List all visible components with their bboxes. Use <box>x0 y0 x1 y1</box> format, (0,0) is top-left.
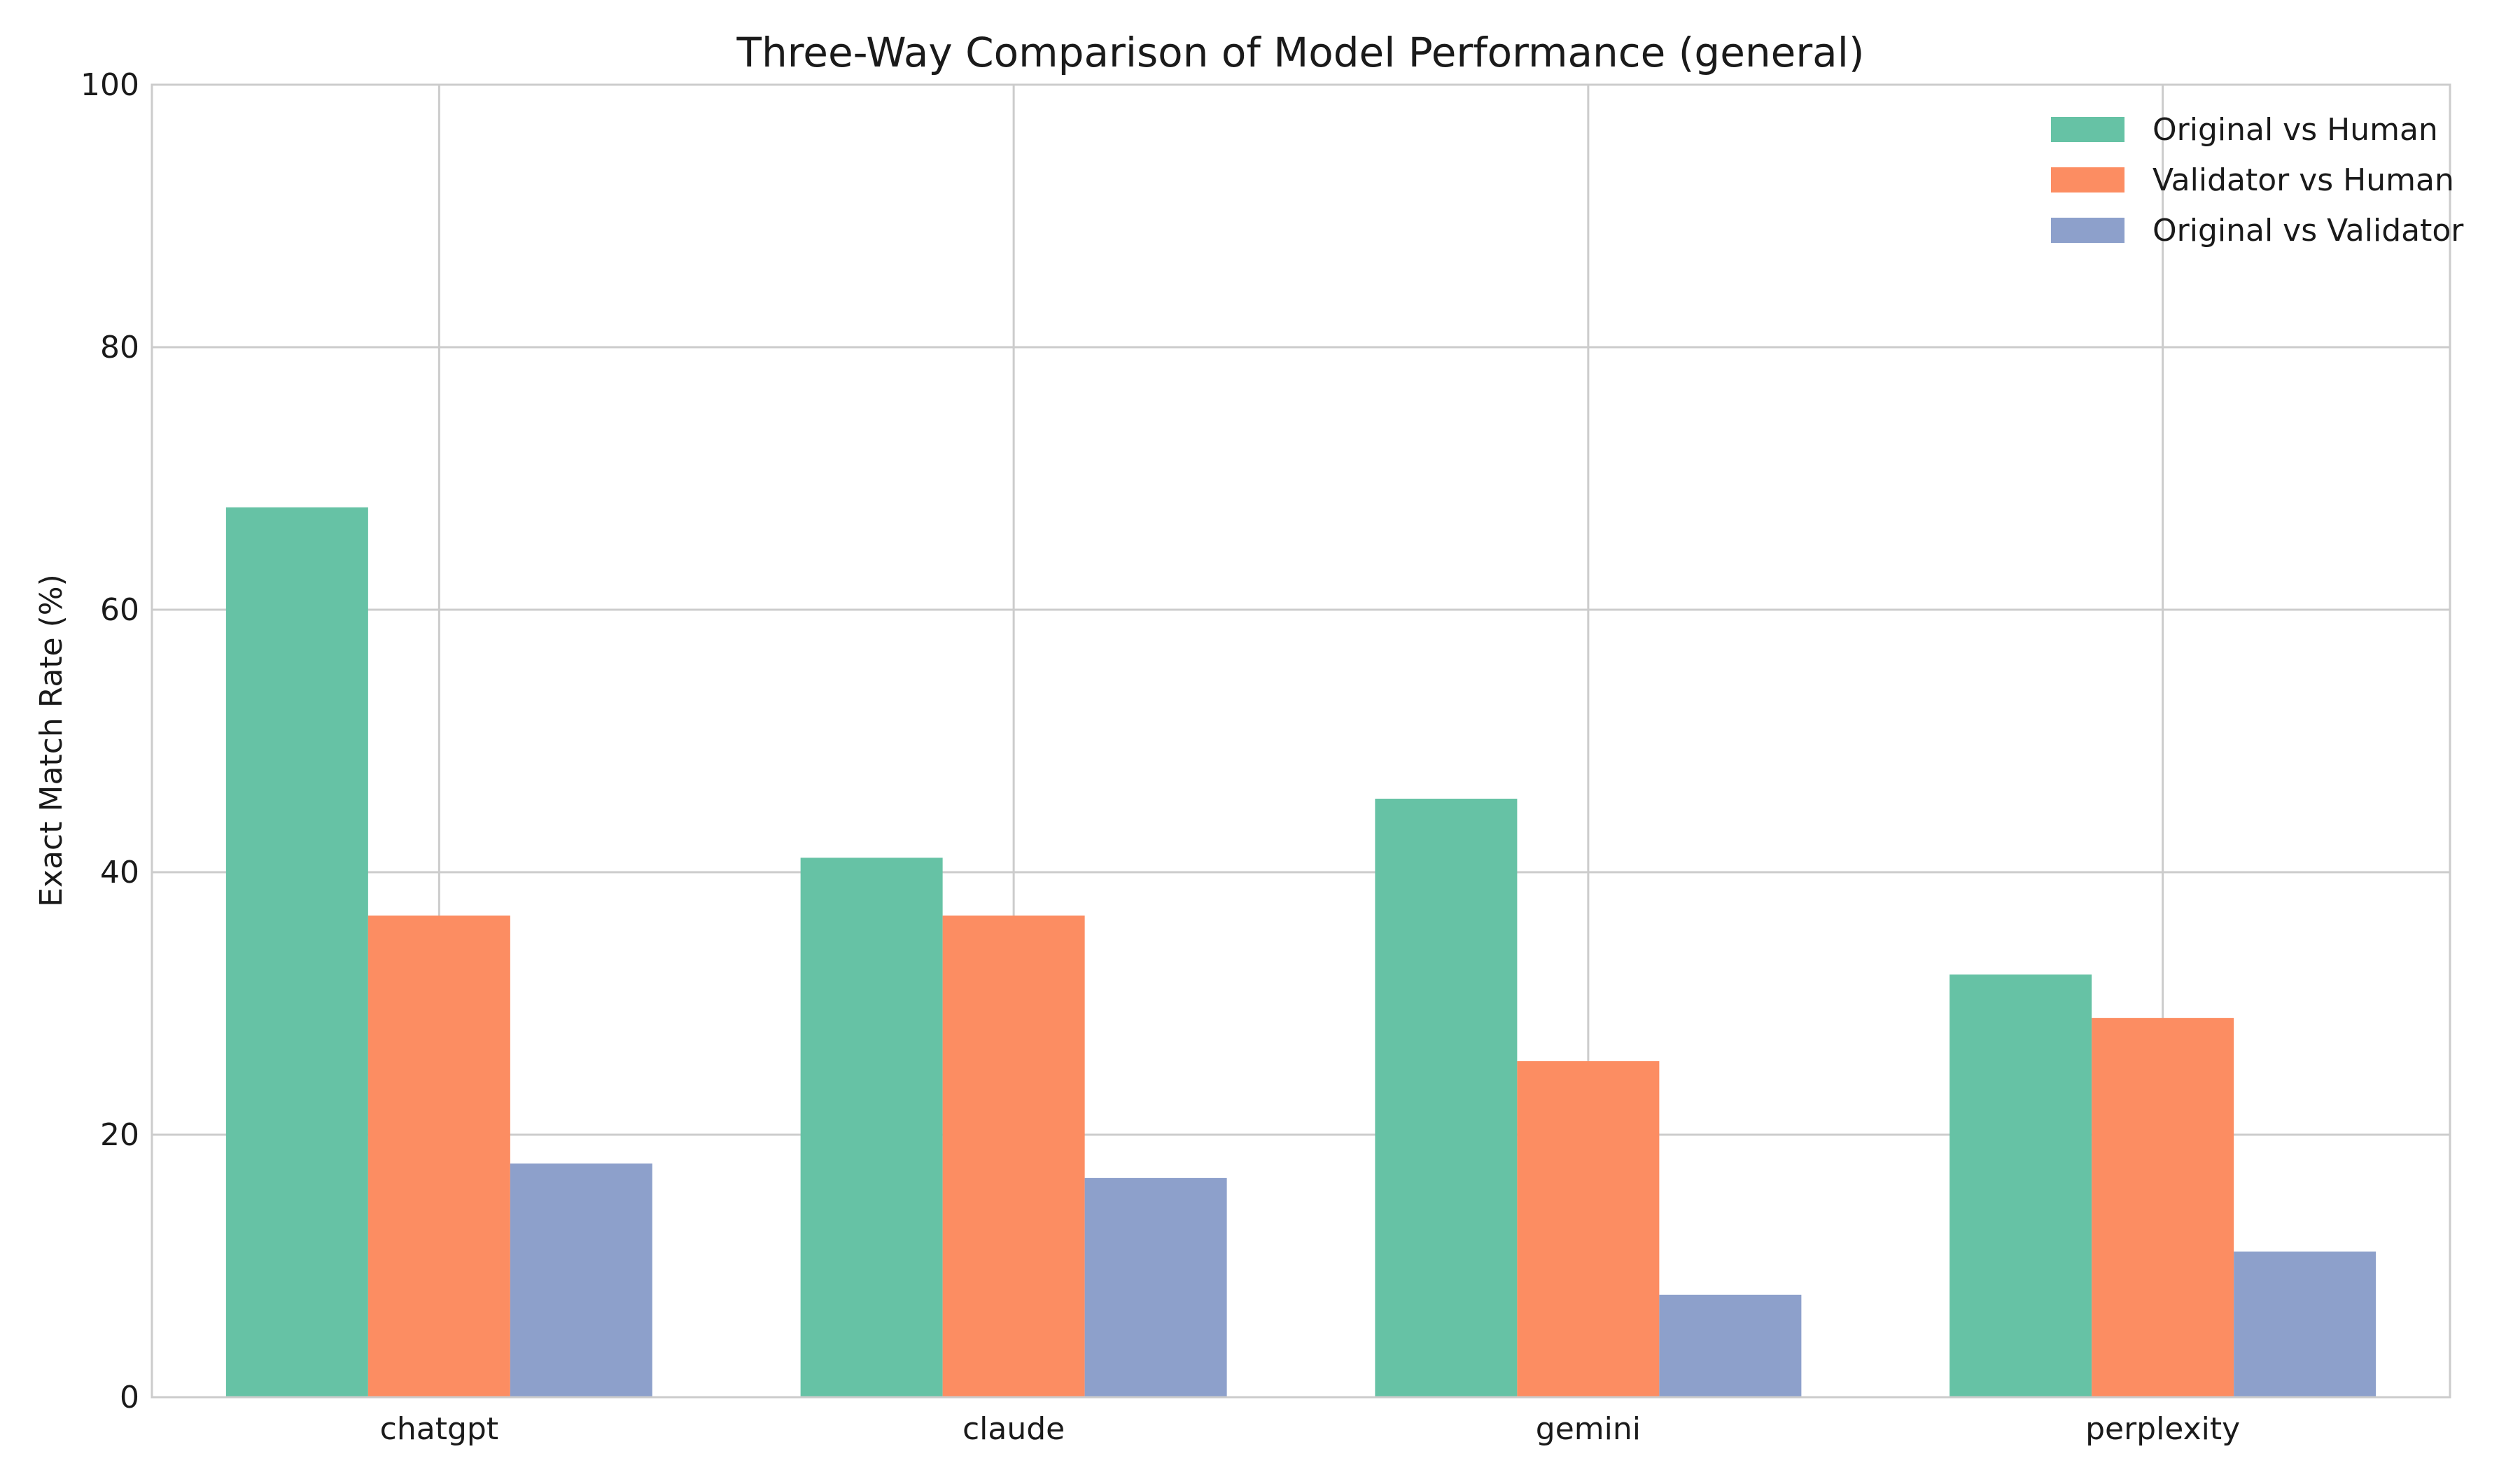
y-tick-label: 0 <box>120 1380 139 1415</box>
bar-chatgpt-series-3 <box>510 1163 652 1397</box>
bar-perplexity-series-3 <box>2234 1251 2376 1397</box>
y-tick-label: 80 <box>100 330 139 365</box>
bar-perplexity-series-1 <box>1949 974 2092 1397</box>
legend-swatch <box>2051 167 2124 192</box>
x-tick-label: claude <box>962 1411 1065 1447</box>
bar-claude-series-3 <box>1084 1177 1227 1397</box>
bar-gemini-series-3 <box>1659 1294 1802 1397</box>
x-tick-labels: chatgpt claude gemini perplexity <box>380 1411 2241 1447</box>
y-tick-label: 100 <box>80 67 139 103</box>
legend: Original vs Human Validator vs Human Origi… <box>2051 112 2464 248</box>
bar-chatgpt-series-1 <box>225 507 368 1397</box>
x-tick-label: chatgpt <box>380 1411 498 1447</box>
x-tick-label: gemini <box>1536 1411 1641 1447</box>
bar-claude-series-2 <box>942 915 1085 1397</box>
y-axis-label: Exact Match Rate (%) <box>34 574 69 907</box>
y-tick-label: 40 <box>100 855 139 890</box>
bar-gemini-series-2 <box>1517 1061 1660 1397</box>
legend-label: Original vs Validator <box>2152 213 2464 248</box>
legend-swatch <box>2051 218 2124 243</box>
chart-title: Three-Way Comparison of Model Performanc… <box>736 29 1865 76</box>
y-tick-label: 60 <box>100 592 139 628</box>
legend-label: Original vs Human <box>2152 112 2438 148</box>
bar-claude-series-1 <box>800 858 943 1397</box>
y-tick-labels: 0 20 40 60 80 100 <box>80 67 139 1415</box>
plot-frame <box>150 83 2451 1399</box>
bar-perplexity-series-2 <box>2092 1018 2234 1397</box>
bars-layer <box>225 507 2376 1397</box>
y-tick-label: 20 <box>100 1117 139 1153</box>
bar-chatgpt-series-2 <box>368 915 510 1397</box>
bar-gemini-series-1 <box>1375 799 1518 1397</box>
legend-swatch <box>2051 117 2124 142</box>
x-tick-label: perplexity <box>2085 1411 2240 1447</box>
legend-label: Validator vs Human <box>2152 162 2454 198</box>
